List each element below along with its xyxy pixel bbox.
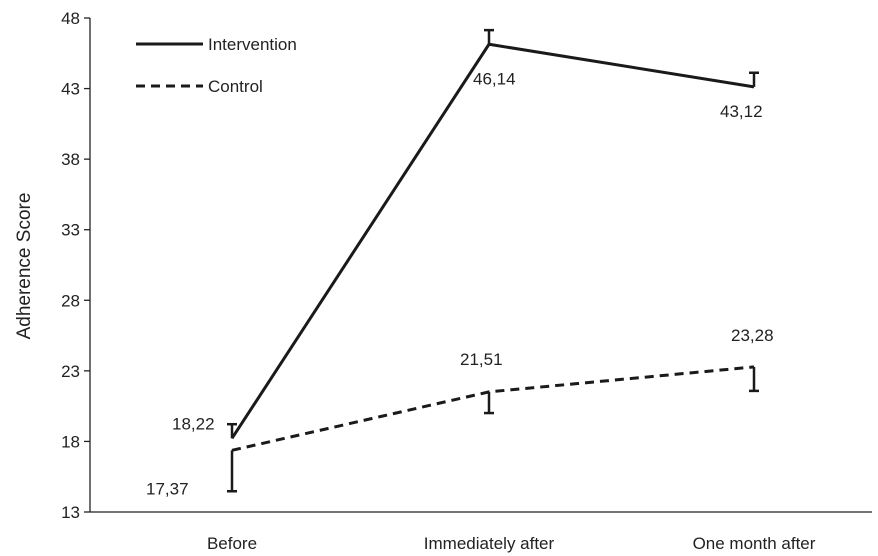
x-tick-label: One month after: [693, 534, 816, 553]
y-tick-label: 38: [61, 150, 80, 169]
control-error-bar: [749, 366, 759, 393]
x-tick-label: Before: [207, 534, 257, 553]
control-data-label: 23,28: [731, 326, 774, 345]
y-tick-label: 48: [61, 9, 80, 28]
control-error-bar: [484, 391, 494, 415]
control-data-label: 17,37: [146, 479, 189, 498]
legend-label: Control: [208, 77, 263, 96]
intervention-data-label: 43,12: [720, 102, 763, 121]
control-error-bar: [227, 450, 237, 493]
series-layer: 18,22 46,14 43,12 17,37 21,51 23,28: [146, 28, 774, 498]
control-line: [231, 365, 755, 452]
legend-item-intervention: Intervention: [136, 35, 297, 54]
control-data-label: 21,51: [460, 350, 503, 369]
series-intervention: 18,22 46,14 43,12: [172, 28, 763, 440]
legend: Intervention Control: [136, 35, 297, 96]
x-tick-labels: Before Immediately after One month after: [207, 534, 816, 553]
x-tick-label: Immediately after: [424, 534, 555, 553]
intervention-error-bar: [749, 71, 759, 87]
series-control: 17,37 21,51 23,28: [146, 326, 774, 498]
y-axis-title: Adherence Score: [14, 193, 35, 340]
intervention-data-label: 46,14: [473, 69, 516, 88]
y-tick-label: 33: [61, 221, 80, 240]
y-tick-label: 28: [61, 291, 80, 310]
intervention-line: [230, 42, 755, 440]
y-tick-label: 13: [61, 503, 80, 522]
legend-label: Intervention: [208, 35, 297, 54]
y-tick-labels: 13 18 23 28 33 38 43 48: [61, 9, 90, 522]
intervention-error-bar: [484, 28, 494, 45]
y-tick-label: 43: [61, 80, 80, 99]
intervention-data-label: 18,22: [172, 414, 215, 433]
y-tick-label: 23: [61, 362, 80, 381]
legend-item-control: Control: [136, 77, 263, 96]
intervention-error-bar: [227, 422, 237, 439]
y-tick-label: 18: [61, 432, 80, 451]
